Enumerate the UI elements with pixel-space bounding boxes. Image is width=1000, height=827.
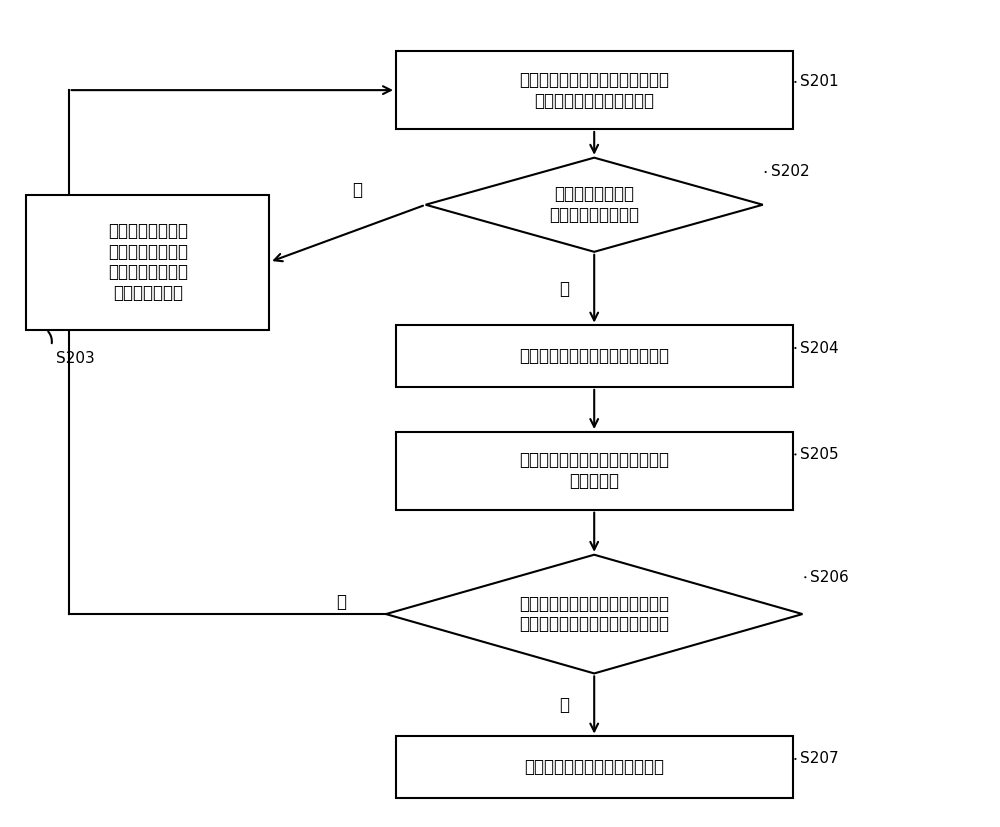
Text: 是: 是 [559,696,569,714]
Text: 否: 否 [336,593,346,611]
FancyBboxPatch shape [26,194,269,330]
Text: S202: S202 [771,165,809,179]
Text: 向本地可用性管理器发送询问消息: 向本地可用性管理器发送询问消息 [519,347,669,366]
Text: 全局可用性管理器周期性地获取本
地可用性管理器的心跳信息: 全局可用性管理器周期性地获取本 地可用性管理器的心跳信息 [519,71,669,109]
Text: 确定本地可用性管理器异常运行: 确定本地可用性管理器异常运行 [524,758,664,777]
Text: S204: S204 [800,341,839,356]
FancyBboxPatch shape [396,432,793,509]
Text: 判断本地可用性管
理器的心跳是否跳动: 判断本地可用性管 理器的心跳是否跳动 [549,185,639,224]
FancyBboxPatch shape [396,326,793,387]
Text: S201: S201 [800,74,839,89]
Text: 判断本地可用性管理器的异常计数
器的数值是否超过第一设定门限值: 判断本地可用性管理器的异常计数 器的数值是否超过第一设定门限值 [519,595,669,633]
Text: S203: S203 [56,351,95,366]
Polygon shape [386,555,802,673]
Text: 否: 否 [559,280,569,298]
Text: S206: S206 [810,570,849,585]
Text: S205: S205 [800,447,839,462]
FancyBboxPatch shape [396,737,793,798]
Polygon shape [426,158,763,251]
Text: 触发本地可用性管理器的异常计数
器进行计数: 触发本地可用性管理器的异常计数 器进行计数 [519,452,669,490]
FancyBboxPatch shape [396,51,793,129]
Text: 确定本地可用性管
理器正常运行，将
本地可用管理器的
异常计数器清零: 确定本地可用性管 理器正常运行，将 本地可用管理器的 异常计数器清零 [108,222,188,302]
Text: S207: S207 [800,752,839,767]
Text: 是: 是 [352,181,362,199]
